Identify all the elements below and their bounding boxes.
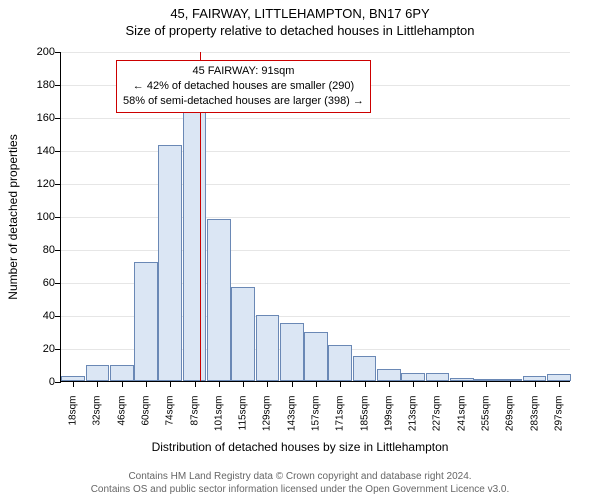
x-tick [267, 381, 268, 387]
y-tick [55, 151, 61, 152]
x-tick [292, 381, 293, 387]
y-tick [55, 85, 61, 86]
y-tick [55, 283, 61, 284]
x-tick-label: 87sqm [189, 396, 200, 446]
histogram-bar [158, 145, 182, 381]
x-tick [73, 381, 74, 387]
chart-title-line1: 45, FAIRWAY, LITTLEHAMPTON, BN17 6PY [0, 0, 600, 21]
histogram-bar [110, 365, 134, 382]
histogram-bar [353, 356, 377, 381]
x-tick-label: 129sqm [262, 396, 273, 446]
histogram-bar [426, 373, 450, 381]
x-tick [559, 381, 560, 387]
y-tick-label: 20 [15, 343, 55, 355]
x-tick [365, 381, 366, 387]
x-tick-label: 227sqm [432, 396, 443, 446]
x-tick-label: 74sqm [165, 396, 176, 446]
x-axis-title: Distribution of detached houses by size … [0, 440, 600, 454]
x-tick [146, 381, 147, 387]
histogram-bar [134, 262, 158, 381]
x-tick-label: 171sqm [335, 396, 346, 446]
x-tick-label: 32sqm [92, 396, 103, 446]
histogram-bar [401, 373, 425, 381]
x-tick-label: 199sqm [383, 396, 394, 446]
y-tick-label: 160 [15, 112, 55, 124]
footer-attribution: Contains HM Land Registry data © Crown c… [0, 470, 600, 496]
y-tick [55, 250, 61, 251]
x-tick [535, 381, 536, 387]
x-tick-label: 115sqm [238, 396, 249, 446]
y-tick [55, 349, 61, 350]
plot-area: 02040608010012014016018020018sqm32sqm46s… [60, 52, 570, 382]
x-tick-label: 157sqm [311, 396, 322, 446]
y-tick [55, 118, 61, 119]
x-tick-label: 255sqm [481, 396, 492, 446]
gridline [61, 250, 570, 251]
y-tick [55, 184, 61, 185]
x-tick [243, 381, 244, 387]
x-tick [340, 381, 341, 387]
histogram-bar [86, 365, 110, 382]
x-tick [316, 381, 317, 387]
x-tick [219, 381, 220, 387]
histogram-bar [256, 315, 280, 381]
y-tick-label: 120 [15, 178, 55, 190]
chart-area: 02040608010012014016018020018sqm32sqm46s… [60, 52, 570, 382]
info-line2: ← 42% of detached houses are smaller (29… [123, 79, 364, 94]
x-tick [437, 381, 438, 387]
y-tick-label: 40 [15, 310, 55, 322]
footer-line2: Contains OS and public sector informatio… [0, 483, 600, 496]
x-tick-label: 18sqm [68, 396, 79, 446]
y-tick [55, 52, 61, 53]
x-tick [462, 381, 463, 387]
info-line3: 58% of semi-detached houses are larger (… [123, 94, 364, 109]
x-tick-label: 283sqm [529, 396, 540, 446]
histogram-bar [207, 219, 231, 381]
x-tick-label: 101sqm [213, 396, 224, 446]
y-tick [55, 217, 61, 218]
x-tick [97, 381, 98, 387]
x-tick [413, 381, 414, 387]
gridline [61, 151, 570, 152]
gridline [61, 52, 570, 53]
y-tick [55, 316, 61, 317]
gridline [61, 184, 570, 185]
y-tick-label: 80 [15, 244, 55, 256]
y-tick-label: 200 [15, 46, 55, 58]
info-box: 45 FAIRWAY: 91sqm← 42% of detached house… [116, 60, 371, 113]
x-tick [389, 381, 390, 387]
histogram-bar [328, 345, 352, 381]
x-tick [510, 381, 511, 387]
x-tick-label: 213sqm [408, 396, 419, 446]
histogram-bar [231, 287, 255, 381]
histogram-bar [377, 369, 401, 381]
x-tick-label: 241sqm [456, 396, 467, 446]
x-tick-label: 60sqm [141, 396, 152, 446]
x-tick-label: 185sqm [359, 396, 370, 446]
histogram-bar [280, 323, 304, 381]
histogram-bar [547, 374, 571, 381]
x-tick-label: 46sqm [116, 396, 127, 446]
info-line1: 45 FAIRWAY: 91sqm [123, 64, 364, 79]
x-tick [170, 381, 171, 387]
x-tick-label: 143sqm [286, 396, 297, 446]
histogram-bar [183, 101, 207, 382]
x-tick-label: 297sqm [553, 396, 564, 446]
x-tick-label: 269sqm [505, 396, 516, 446]
gridline [61, 118, 570, 119]
y-tick-label: 140 [15, 145, 55, 157]
x-tick [122, 381, 123, 387]
x-tick [195, 381, 196, 387]
gridline [61, 217, 570, 218]
y-tick-label: 0 [15, 376, 55, 388]
x-tick [486, 381, 487, 387]
y-tick-label: 60 [15, 277, 55, 289]
y-tick [55, 382, 61, 383]
y-tick-label: 100 [15, 211, 55, 223]
footer-line1: Contains HM Land Registry data © Crown c… [0, 470, 600, 483]
chart-title-line2: Size of property relative to detached ho… [0, 21, 600, 38]
y-tick-label: 180 [15, 79, 55, 91]
histogram-bar [304, 332, 328, 382]
